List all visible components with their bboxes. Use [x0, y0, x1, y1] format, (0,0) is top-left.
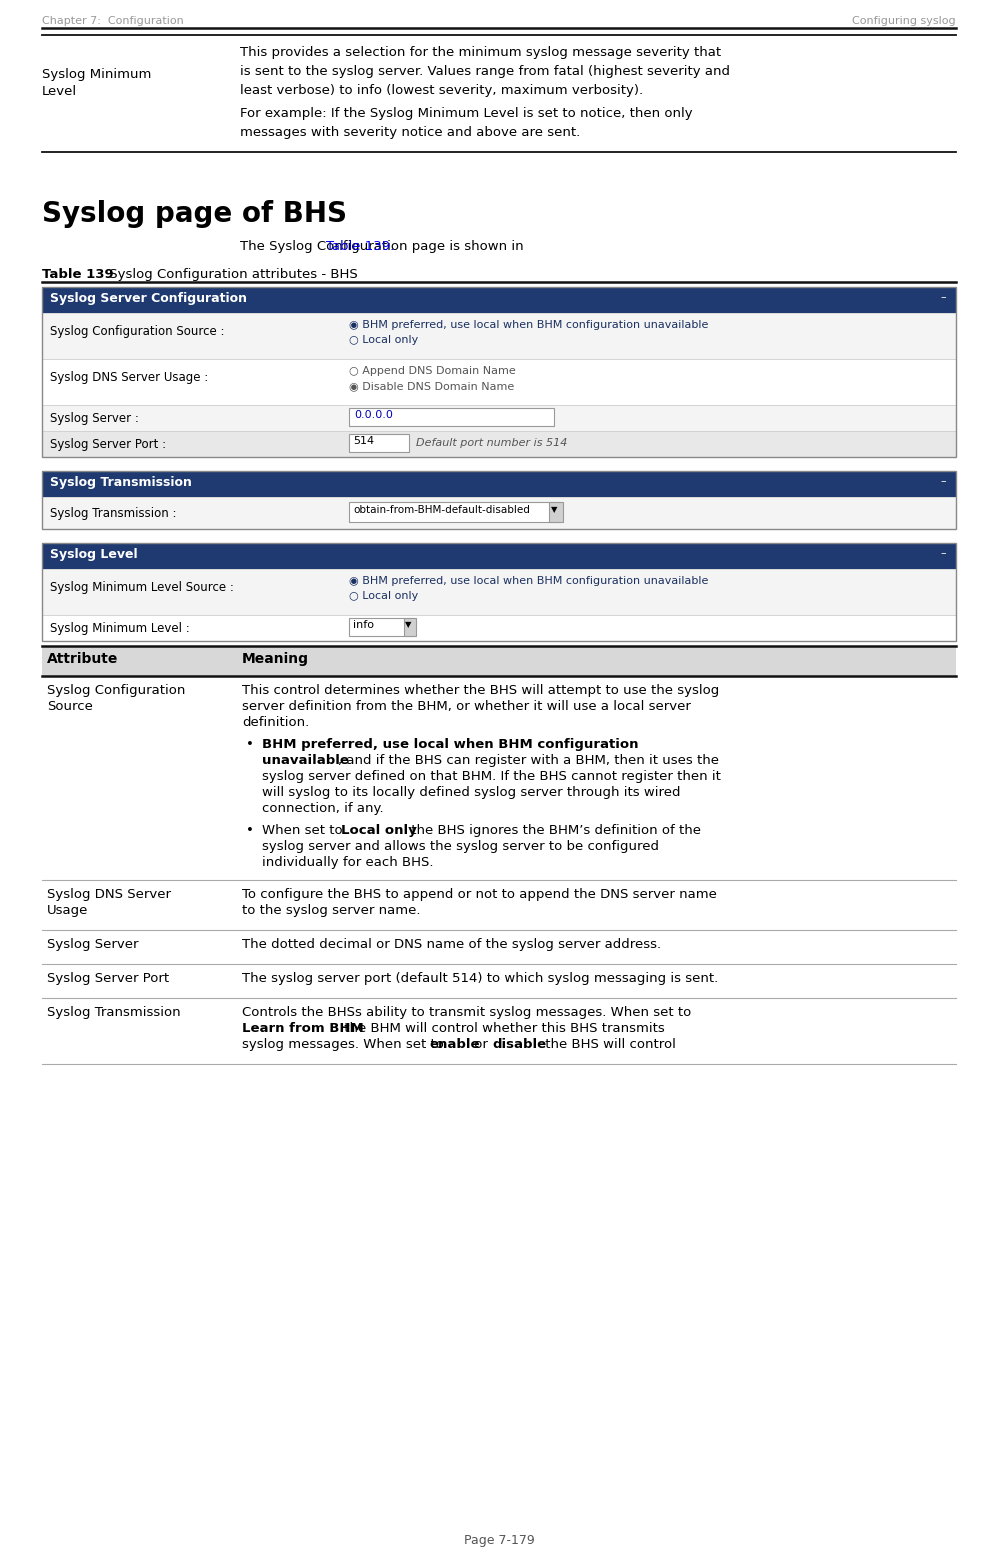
Text: –: –: [940, 293, 946, 302]
Bar: [404, 618, 416, 636]
Text: –: –: [940, 476, 946, 485]
Text: Syslog Server Configuration: Syslog Server Configuration: [50, 293, 247, 305]
Text: Syslog page of BHS: Syslog page of BHS: [42, 201, 347, 229]
Text: definition.: definition.: [242, 716, 309, 730]
Text: The dotted decimal or DNS name of the syslog server address.: The dotted decimal or DNS name of the sy…: [242, 938, 661, 951]
Text: Syslog Server Port: Syslog Server Port: [47, 972, 169, 985]
Text: •: •: [246, 825, 253, 837]
Text: Local only: Local only: [341, 825, 417, 837]
Text: syslog server and allows the syslog server to be configured: syslog server and allows the syslog serv…: [262, 840, 659, 853]
Text: ◉ BHM preferred, use local when BHM configuration unavailable: ◉ BHM preferred, use local when BHM conf…: [349, 321, 709, 330]
Text: Syslog Minimum Level :: Syslog Minimum Level :: [50, 622, 190, 635]
Text: Default port number is 514: Default port number is 514: [416, 437, 568, 448]
Text: 514: 514: [353, 436, 374, 447]
Text: the BHM will control whether this BHS transmits: the BHM will control whether this BHS tr…: [340, 1022, 665, 1035]
Text: ▼: ▼: [551, 506, 558, 513]
Text: Syslog Level: Syslog Level: [50, 548, 138, 562]
Text: ◉ BHM preferred, use local when BHM configuration unavailable: ◉ BHM preferred, use local when BHM conf…: [349, 576, 709, 587]
Text: Syslog DNS Server Usage :: Syslog DNS Server Usage :: [50, 370, 209, 384]
Text: disable: disable: [492, 1038, 546, 1050]
Text: The syslog server port (default 514) to which syslog messaging is sent.: The syslog server port (default 514) to …: [242, 972, 719, 985]
Text: Configuring syslog: Configuring syslog: [852, 16, 956, 26]
Text: , and if the BHS can register with a BHM, then it uses the: , and if the BHS can register with a BHM…: [338, 755, 719, 767]
Text: to the syslog server name.: to the syslog server name.: [242, 904, 420, 916]
Text: Meaning: Meaning: [242, 652, 309, 666]
Bar: [42, 471, 956, 496]
Text: connection, if any.: connection, if any.: [262, 801, 383, 815]
Text: Table 139.: Table 139.: [326, 240, 394, 254]
Text: obtain-from-BHM-default-disabled: obtain-from-BHM-default-disabled: [353, 506, 530, 515]
Text: For example: If the Syslog Minimum Level is set to notice, then only: For example: If the Syslog Minimum Level…: [240, 107, 693, 120]
Text: Syslog Minimum: Syslog Minimum: [42, 68, 152, 81]
Text: –: –: [940, 548, 946, 559]
Text: Table 139: Table 139: [42, 268, 114, 282]
Bar: [42, 431, 956, 457]
Text: least verbose) to info (lowest severity, maximum verbosity).: least verbose) to info (lowest severity,…: [240, 84, 643, 96]
Bar: [42, 569, 956, 615]
Bar: [42, 359, 956, 405]
Text: syslog messages. When set to: syslog messages. When set to: [242, 1038, 448, 1050]
Text: will syslog to its locally defined syslog server through its wired: will syslog to its locally defined syslo…: [262, 786, 681, 798]
Text: ○ Local only: ○ Local only: [349, 335, 418, 345]
Text: info: info: [353, 619, 374, 630]
Bar: [349, 503, 559, 521]
Text: To configure the BHS to append or not to append the DNS server name: To configure the BHS to append or not to…: [242, 888, 717, 901]
Text: the BHS ignores the BHM’s definition of the: the BHS ignores the BHM’s definition of …: [407, 825, 701, 837]
Bar: [42, 286, 956, 457]
Text: individually for each BHS.: individually for each BHS.: [262, 856, 433, 868]
Text: The Syslog Configuration page is shown in: The Syslog Configuration page is shown i…: [240, 240, 528, 254]
Text: server definition from the BHM, or whether it will use a local server: server definition from the BHM, or wheth…: [242, 700, 691, 713]
Text: ○ Append DNS Domain Name: ○ Append DNS Domain Name: [349, 366, 516, 377]
Text: Syslog Configuration Source :: Syslog Configuration Source :: [50, 325, 225, 338]
Text: 0.0.0.0: 0.0.0.0: [354, 409, 393, 420]
Bar: [42, 286, 956, 313]
Bar: [42, 543, 956, 569]
Text: unavailable: unavailable: [262, 755, 349, 767]
Text: Learn from BHM: Learn from BHM: [242, 1022, 363, 1035]
Text: Level: Level: [42, 86, 77, 98]
Text: Syslog DNS Server: Syslog DNS Server: [47, 888, 171, 901]
Text: This provides a selection for the minimum syslog message severity that: This provides a selection for the minimu…: [240, 47, 722, 59]
Text: enable: enable: [429, 1038, 479, 1050]
Text: Usage: Usage: [47, 904, 89, 916]
Bar: [42, 543, 956, 641]
Text: ▼: ▼: [405, 619, 411, 629]
Text: Syslog Transmission :: Syslog Transmission :: [50, 507, 177, 520]
Text: BHM preferred, use local when BHM configuration: BHM preferred, use local when BHM config…: [262, 738, 639, 752]
Text: Syslog Server :: Syslog Server :: [50, 412, 139, 425]
Text: Attribute: Attribute: [47, 652, 119, 666]
Bar: [42, 496, 956, 529]
Text: Chapter 7:  Configuration: Chapter 7: Configuration: [42, 16, 184, 26]
Text: messages with severity notice and above are sent.: messages with severity notice and above …: [240, 126, 580, 138]
Bar: [549, 503, 563, 521]
Bar: [42, 313, 956, 359]
Text: Controls the BHSs ability to transmit syslog messages. When set to: Controls the BHSs ability to transmit sy…: [242, 1007, 692, 1019]
Bar: [42, 405, 956, 431]
Text: Page 7-179: Page 7-179: [464, 1534, 534, 1547]
Text: Syslog Server: Syslog Server: [47, 938, 139, 951]
Text: ◉ Disable DNS Domain Name: ◉ Disable DNS Domain Name: [349, 381, 514, 391]
Text: syslog server defined on that BHM. If the BHS cannot register then it: syslog server defined on that BHM. If th…: [262, 770, 721, 783]
Bar: [349, 434, 409, 451]
Text: ○ Local only: ○ Local only: [349, 591, 418, 601]
Text: Syslog Minimum Level Source :: Syslog Minimum Level Source :: [50, 580, 234, 594]
Text: Syslog Configuration attributes - BHS: Syslog Configuration attributes - BHS: [105, 268, 357, 282]
Bar: [42, 646, 956, 675]
Bar: [42, 615, 956, 641]
Text: Syslog Transmission: Syslog Transmission: [47, 1007, 181, 1019]
Text: or: or: [470, 1038, 492, 1050]
Text: •: •: [246, 738, 253, 752]
Text: is sent to the syslog server. Values range from fatal (highest severity and: is sent to the syslog server. Values ran…: [240, 65, 730, 78]
Bar: [349, 618, 414, 636]
Text: Syslog Server Port :: Syslog Server Port :: [50, 437, 166, 451]
Text: Syslog Configuration: Syslog Configuration: [47, 685, 186, 697]
Bar: [349, 408, 554, 426]
Text: When set to: When set to: [262, 825, 347, 837]
Text: Syslog Transmission: Syslog Transmission: [50, 476, 192, 489]
Text: Source: Source: [47, 700, 93, 713]
Text: the BHS will control: the BHS will control: [541, 1038, 676, 1050]
Bar: [42, 471, 956, 529]
Text: This control determines whether the BHS will attempt to use the syslog: This control determines whether the BHS …: [242, 685, 720, 697]
